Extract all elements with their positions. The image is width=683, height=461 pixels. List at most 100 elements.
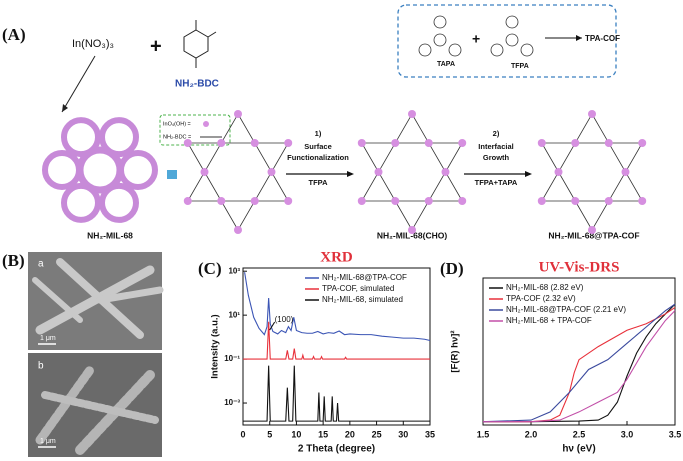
node <box>183 197 192 205</box>
series-line <box>243 321 430 360</box>
node <box>537 139 546 147</box>
monomer-box <box>397 4 617 78</box>
node <box>391 197 400 205</box>
node <box>588 110 596 118</box>
x-axis-label: hν (eV) <box>562 444 595 455</box>
pore <box>99 182 139 223</box>
sem-texture <box>32 258 164 455</box>
plus: + <box>472 31 480 47</box>
node <box>183 139 192 147</box>
x-tick-label: 3.0 <box>621 429 634 439</box>
node <box>374 168 383 176</box>
chart-title: UV-Vis-DRS <box>539 259 620 275</box>
node <box>200 168 209 176</box>
molecule <box>418 15 534 57</box>
crystal-icon <box>167 170 177 179</box>
product-label: NH₂-MIL-68@TPA-COF <box>548 230 639 240</box>
panel-label: (A) <box>2 25 26 44</box>
legend-label: TPA-COF (2.32 eV) <box>506 294 576 303</box>
series-line <box>483 303 676 423</box>
y-tick-label: 10³ <box>228 266 240 275</box>
panel-label: (D) <box>440 259 464 278</box>
scale-bar-label: 1 μm <box>40 335 56 342</box>
node <box>250 197 259 205</box>
sem-label: b <box>38 361 44 372</box>
monomer-label: TAPA <box>437 61 455 68</box>
lattices <box>42 110 647 234</box>
node <box>284 139 293 147</box>
node <box>217 197 226 205</box>
node <box>234 226 242 234</box>
x-tick-label: 0 <box>240 429 245 439</box>
y-tick-label: 10⁻³ <box>224 398 240 407</box>
panel-label: (B) <box>2 251 25 270</box>
node <box>424 139 433 147</box>
node <box>234 110 242 118</box>
x-tick-label: 2.0 <box>525 429 538 439</box>
node <box>391 139 400 147</box>
y-tick-label: 10¹ <box>228 310 240 319</box>
node <box>250 139 259 147</box>
product-label: NH₂-MIL-68 <box>87 230 133 240</box>
step-text: Interfacial <box>478 142 513 151</box>
arrow <box>61 55 96 113</box>
step-text: Growth <box>483 153 510 162</box>
legend-label: NH₂-MIL-68 (2.82 eV) <box>506 283 584 292</box>
legend-box <box>159 114 231 146</box>
legend-label: NH₂-MIL-68 + TPA-COF <box>506 316 592 325</box>
node <box>217 139 226 147</box>
legend-label: NH₂-MIL-68@TPA-COF <box>322 273 407 282</box>
x-tick-label: 30 <box>398 429 408 439</box>
monomer-label: TFPA <box>511 63 529 70</box>
product-label: NH₂-MIL-68(CHO) <box>377 230 448 240</box>
precursor: In(NO₃)₃ <box>72 38 114 50</box>
lattice-line <box>187 113 289 202</box>
node <box>458 139 467 147</box>
node <box>588 226 596 234</box>
node <box>357 139 366 147</box>
sem-label: a <box>38 259 44 270</box>
x-tick-label: 20 <box>345 429 355 439</box>
x-tick-label: 1.5 <box>477 429 490 439</box>
node <box>267 168 276 176</box>
lattice-line <box>361 142 463 231</box>
step-text: Surface <box>304 142 332 151</box>
legend-label: NH₂-MIL-68, simulated <box>322 295 403 304</box>
x-tick-label: 15 <box>318 429 328 439</box>
lattice-line <box>541 113 643 202</box>
pore <box>61 182 101 223</box>
node <box>571 139 580 147</box>
step-text: TFPA+TAPA <box>475 178 518 187</box>
chart-title: XRD <box>320 249 353 265</box>
arrow-head <box>347 171 354 177</box>
y-axis-label: [F(R) hν]² <box>450 330 461 372</box>
y-tick-label: 10⁻¹ <box>224 354 240 363</box>
step-text: 2) <box>493 129 500 138</box>
node <box>424 197 433 205</box>
step-text: 1) <box>315 129 322 138</box>
y-axis-label: Intensity (a.u.) <box>210 314 221 378</box>
series-line <box>482 303 676 423</box>
node <box>408 226 416 234</box>
x-axis-label: 2 Theta (degree) <box>298 444 375 455</box>
plot-frame <box>242 267 431 426</box>
arrow-head <box>525 171 532 177</box>
node <box>621 168 630 176</box>
x-tick-label: 10 <box>291 429 301 439</box>
node <box>408 110 416 118</box>
linker-label: NH₂-BDC <box>175 79 219 90</box>
pore <box>118 150 158 190</box>
molecule <box>183 20 217 68</box>
pore <box>42 150 82 190</box>
plus: + <box>150 35 162 57</box>
annotation-arrow <box>269 321 276 331</box>
node <box>284 197 293 205</box>
product-label: TPA-COF <box>585 34 620 43</box>
legend-text: NH₂-BDC = <box>163 134 191 140</box>
series-line <box>244 272 431 342</box>
node <box>571 197 580 205</box>
legend-text: InO₄(OH) = <box>163 121 191 127</box>
step-text: TFPA <box>308 178 328 187</box>
node <box>357 197 366 205</box>
